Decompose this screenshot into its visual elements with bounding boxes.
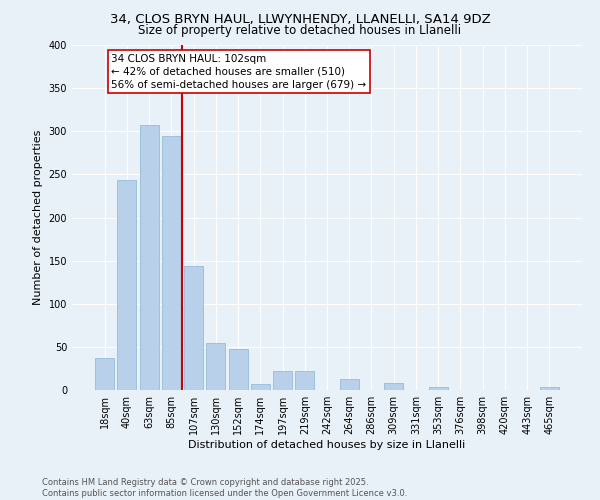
Bar — [273, 371, 292, 390]
Bar — [429, 388, 448, 390]
X-axis label: Distribution of detached houses by size in Llanelli: Distribution of detached houses by size … — [188, 440, 466, 450]
Bar — [140, 125, 158, 390]
Bar — [251, 384, 270, 390]
Bar — [540, 388, 559, 390]
Bar — [118, 180, 136, 390]
Text: 34, CLOS BRYN HAUL, LLWYNHENDY, LLANELLI, SA14 9DZ: 34, CLOS BRYN HAUL, LLWYNHENDY, LLANELLI… — [110, 12, 490, 26]
Bar — [184, 266, 203, 390]
Text: Size of property relative to detached houses in Llanelli: Size of property relative to detached ho… — [139, 24, 461, 37]
Text: Contains HM Land Registry data © Crown copyright and database right 2025.
Contai: Contains HM Land Registry data © Crown c… — [42, 478, 407, 498]
Bar — [340, 379, 359, 390]
Bar — [229, 350, 248, 390]
Y-axis label: Number of detached properties: Number of detached properties — [33, 130, 43, 305]
Bar — [95, 358, 114, 390]
Bar — [384, 383, 403, 390]
Bar — [206, 342, 225, 390]
Bar — [295, 371, 314, 390]
Text: 34 CLOS BRYN HAUL: 102sqm
← 42% of detached houses are smaller (510)
56% of semi: 34 CLOS BRYN HAUL: 102sqm ← 42% of detac… — [112, 54, 367, 90]
Bar — [162, 136, 181, 390]
